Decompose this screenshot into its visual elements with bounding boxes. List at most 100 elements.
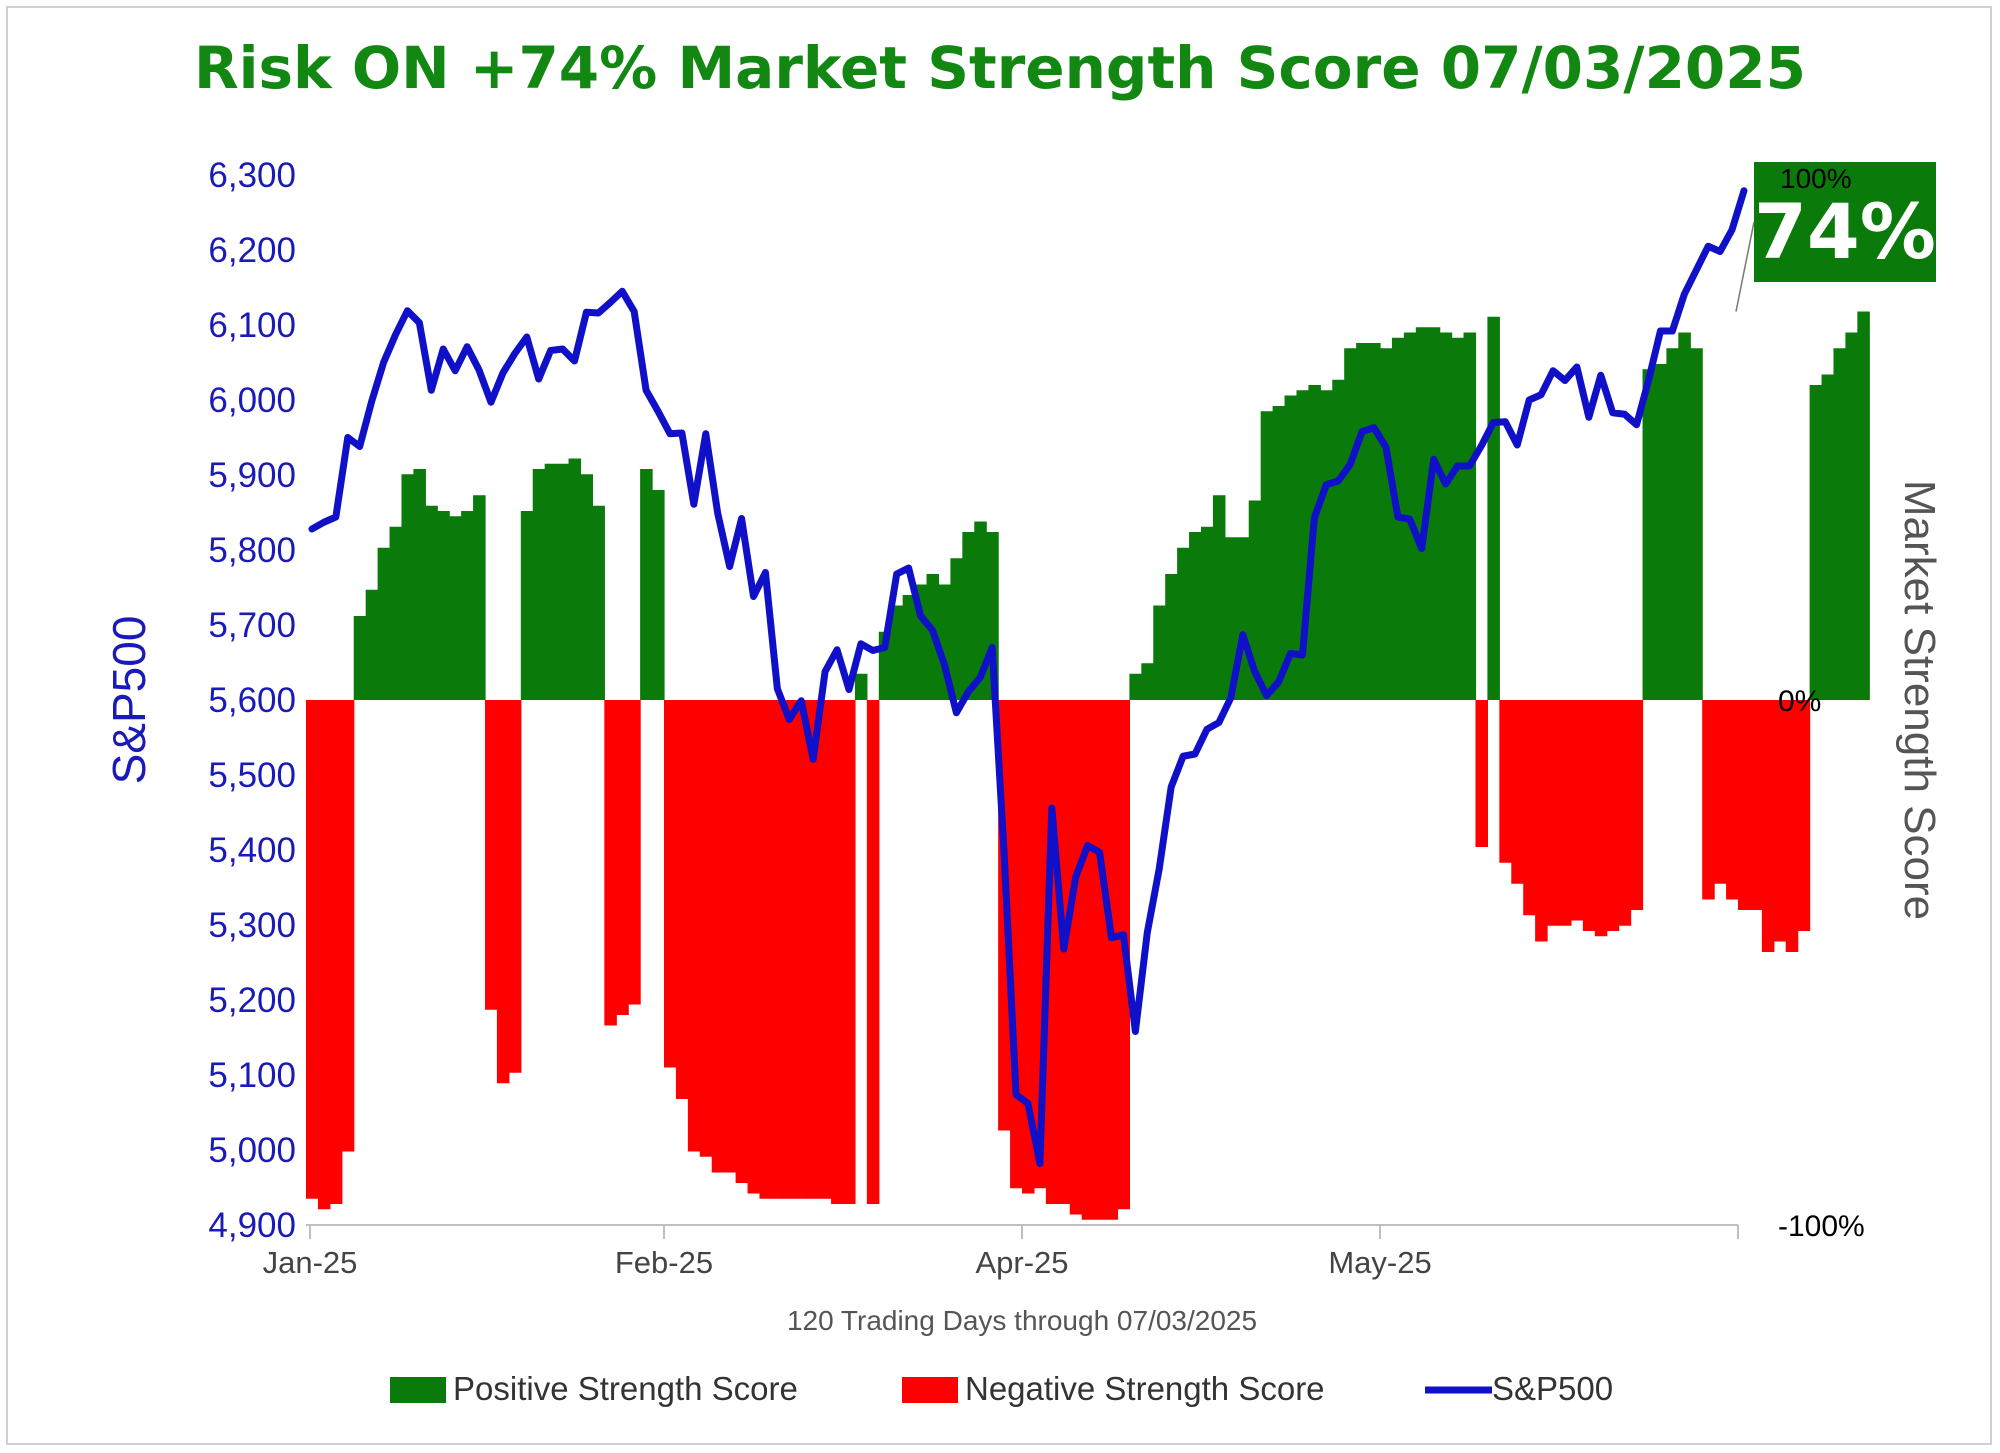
negative-bar — [819, 700, 832, 1199]
sp500-line — [308, 187, 1748, 1167]
positive-bar — [520, 511, 534, 700]
positive-bar — [1212, 495, 1226, 700]
positive-bar — [377, 547, 391, 700]
negative-bar — [747, 700, 761, 1194]
positive-bar — [1439, 332, 1453, 700]
negative-bar — [1069, 700, 1083, 1215]
negative-bar — [1797, 700, 1811, 931]
negative-bar — [1093, 700, 1107, 1220]
negative-bar — [699, 700, 713, 1157]
positive-bar — [1380, 348, 1393, 700]
left-tick-label: 5,700 — [208, 606, 296, 645]
left-tick-label: 6,200 — [208, 231, 296, 270]
positive-bar — [1141, 663, 1154, 700]
x-tick-label: Feb-25 — [615, 1245, 713, 1280]
positive-bar — [1487, 316, 1500, 700]
negative-bar — [807, 700, 820, 1199]
left-axis-ticks: 6,300 6,200 6,100 6,000 5,900 5,800 5,700 5,600… — [208, 156, 296, 1245]
right-axis-ticks: 0% -100% — [1778, 685, 1865, 1243]
legend-swatch-positive — [390, 1377, 446, 1403]
positive-bar — [1415, 327, 1429, 700]
positive-bar — [652, 490, 665, 700]
positive-bar — [1356, 343, 1369, 700]
left-tick-label: 5,400 — [208, 831, 296, 870]
negative-bar — [1535, 700, 1548, 942]
negative-bar — [1523, 700, 1536, 916]
legend-label-line: S&P500 — [1492, 1370, 1613, 1407]
positive-bar — [401, 474, 414, 700]
negative-bar — [1714, 700, 1727, 884]
left-tick-label: 5,500 — [208, 756, 296, 795]
negative-bar — [306, 700, 319, 1199]
negative-bar — [1559, 700, 1572, 926]
positive-bar — [425, 505, 438, 700]
positive-bar — [1690, 348, 1703, 700]
positive-bar — [1845, 332, 1858, 700]
negative-bar — [783, 700, 796, 1199]
negative-bar — [1570, 700, 1584, 921]
negative-bar — [723, 700, 737, 1173]
chart-title: Risk ON +74% Market Strength Score 07/03… — [194, 34, 1806, 102]
positive-bar — [568, 458, 582, 700]
positive-bar — [544, 463, 558, 700]
negative-bar — [1738, 700, 1751, 910]
positive-bar — [1427, 327, 1441, 700]
negative-bar — [831, 700, 844, 1204]
positive-bar — [640, 469, 653, 700]
positive-bar — [1833, 348, 1846, 700]
negative-bar — [1594, 700, 1608, 937]
negative-bar — [1475, 700, 1488, 847]
negative-bar — [329, 700, 343, 1204]
badge-value: 74% — [1754, 187, 1936, 276]
right-axis-title: Market Strength Score — [1895, 480, 1944, 920]
negative-bar — [771, 700, 784, 1199]
badge-top-label: 100% — [1780, 163, 1852, 194]
left-tick-label: 6,300 — [208, 156, 296, 195]
positive-bar — [580, 474, 593, 700]
positive-bar — [1224, 537, 1238, 700]
left-tick-label: 5,800 — [208, 531, 296, 570]
positive-bar — [1666, 348, 1679, 700]
negative-bar — [628, 700, 641, 1005]
negative-bar — [1726, 700, 1739, 900]
negative-bar — [1773, 700, 1787, 942]
positive-bar — [974, 521, 987, 700]
positive-bar — [1320, 390, 1333, 700]
positive-bar — [532, 469, 546, 700]
x-tick-label: Apr-25 — [975, 1245, 1068, 1280]
positive-bar — [1260, 411, 1274, 700]
positive-bar — [473, 495, 486, 700]
positive-bar — [556, 463, 570, 700]
positive-bar — [1857, 311, 1870, 700]
positive-bar — [1201, 526, 1214, 700]
negative-bar — [341, 700, 355, 1152]
negative-bar — [496, 700, 510, 1084]
right-tick-label: 0% — [1778, 685, 1821, 718]
negative-bar — [759, 700, 772, 1199]
positive-bar — [461, 511, 474, 700]
negative-bar — [735, 700, 749, 1183]
left-tick-label: 5,000 — [208, 1131, 296, 1170]
positive-bar — [1368, 343, 1381, 700]
negative-bar — [1761, 700, 1775, 952]
positive-bar — [1642, 369, 1656, 700]
negative-bar — [1022, 700, 1035, 1194]
negative-bar — [1702, 700, 1715, 900]
positive-bar — [1189, 532, 1202, 700]
left-tick-label: 5,300 — [208, 906, 296, 945]
left-tick-label: 5,100 — [208, 1056, 296, 1095]
negative-bar — [1081, 700, 1095, 1220]
positive-bar — [1654, 364, 1667, 700]
negative-bar — [1785, 700, 1799, 952]
positive-bar — [1248, 500, 1262, 700]
negative-bar — [675, 700, 689, 1099]
legend: Positive Strength Score Negative Strengt… — [390, 1370, 1613, 1407]
negative-bar — [508, 700, 522, 1073]
positive-bar — [1272, 406, 1286, 700]
positive-bar — [1821, 374, 1835, 700]
negative-bar — [616, 700, 629, 1015]
positive-bar — [365, 589, 379, 700]
negative-bar — [1499, 700, 1512, 863]
negative-bar — [1606, 700, 1620, 931]
